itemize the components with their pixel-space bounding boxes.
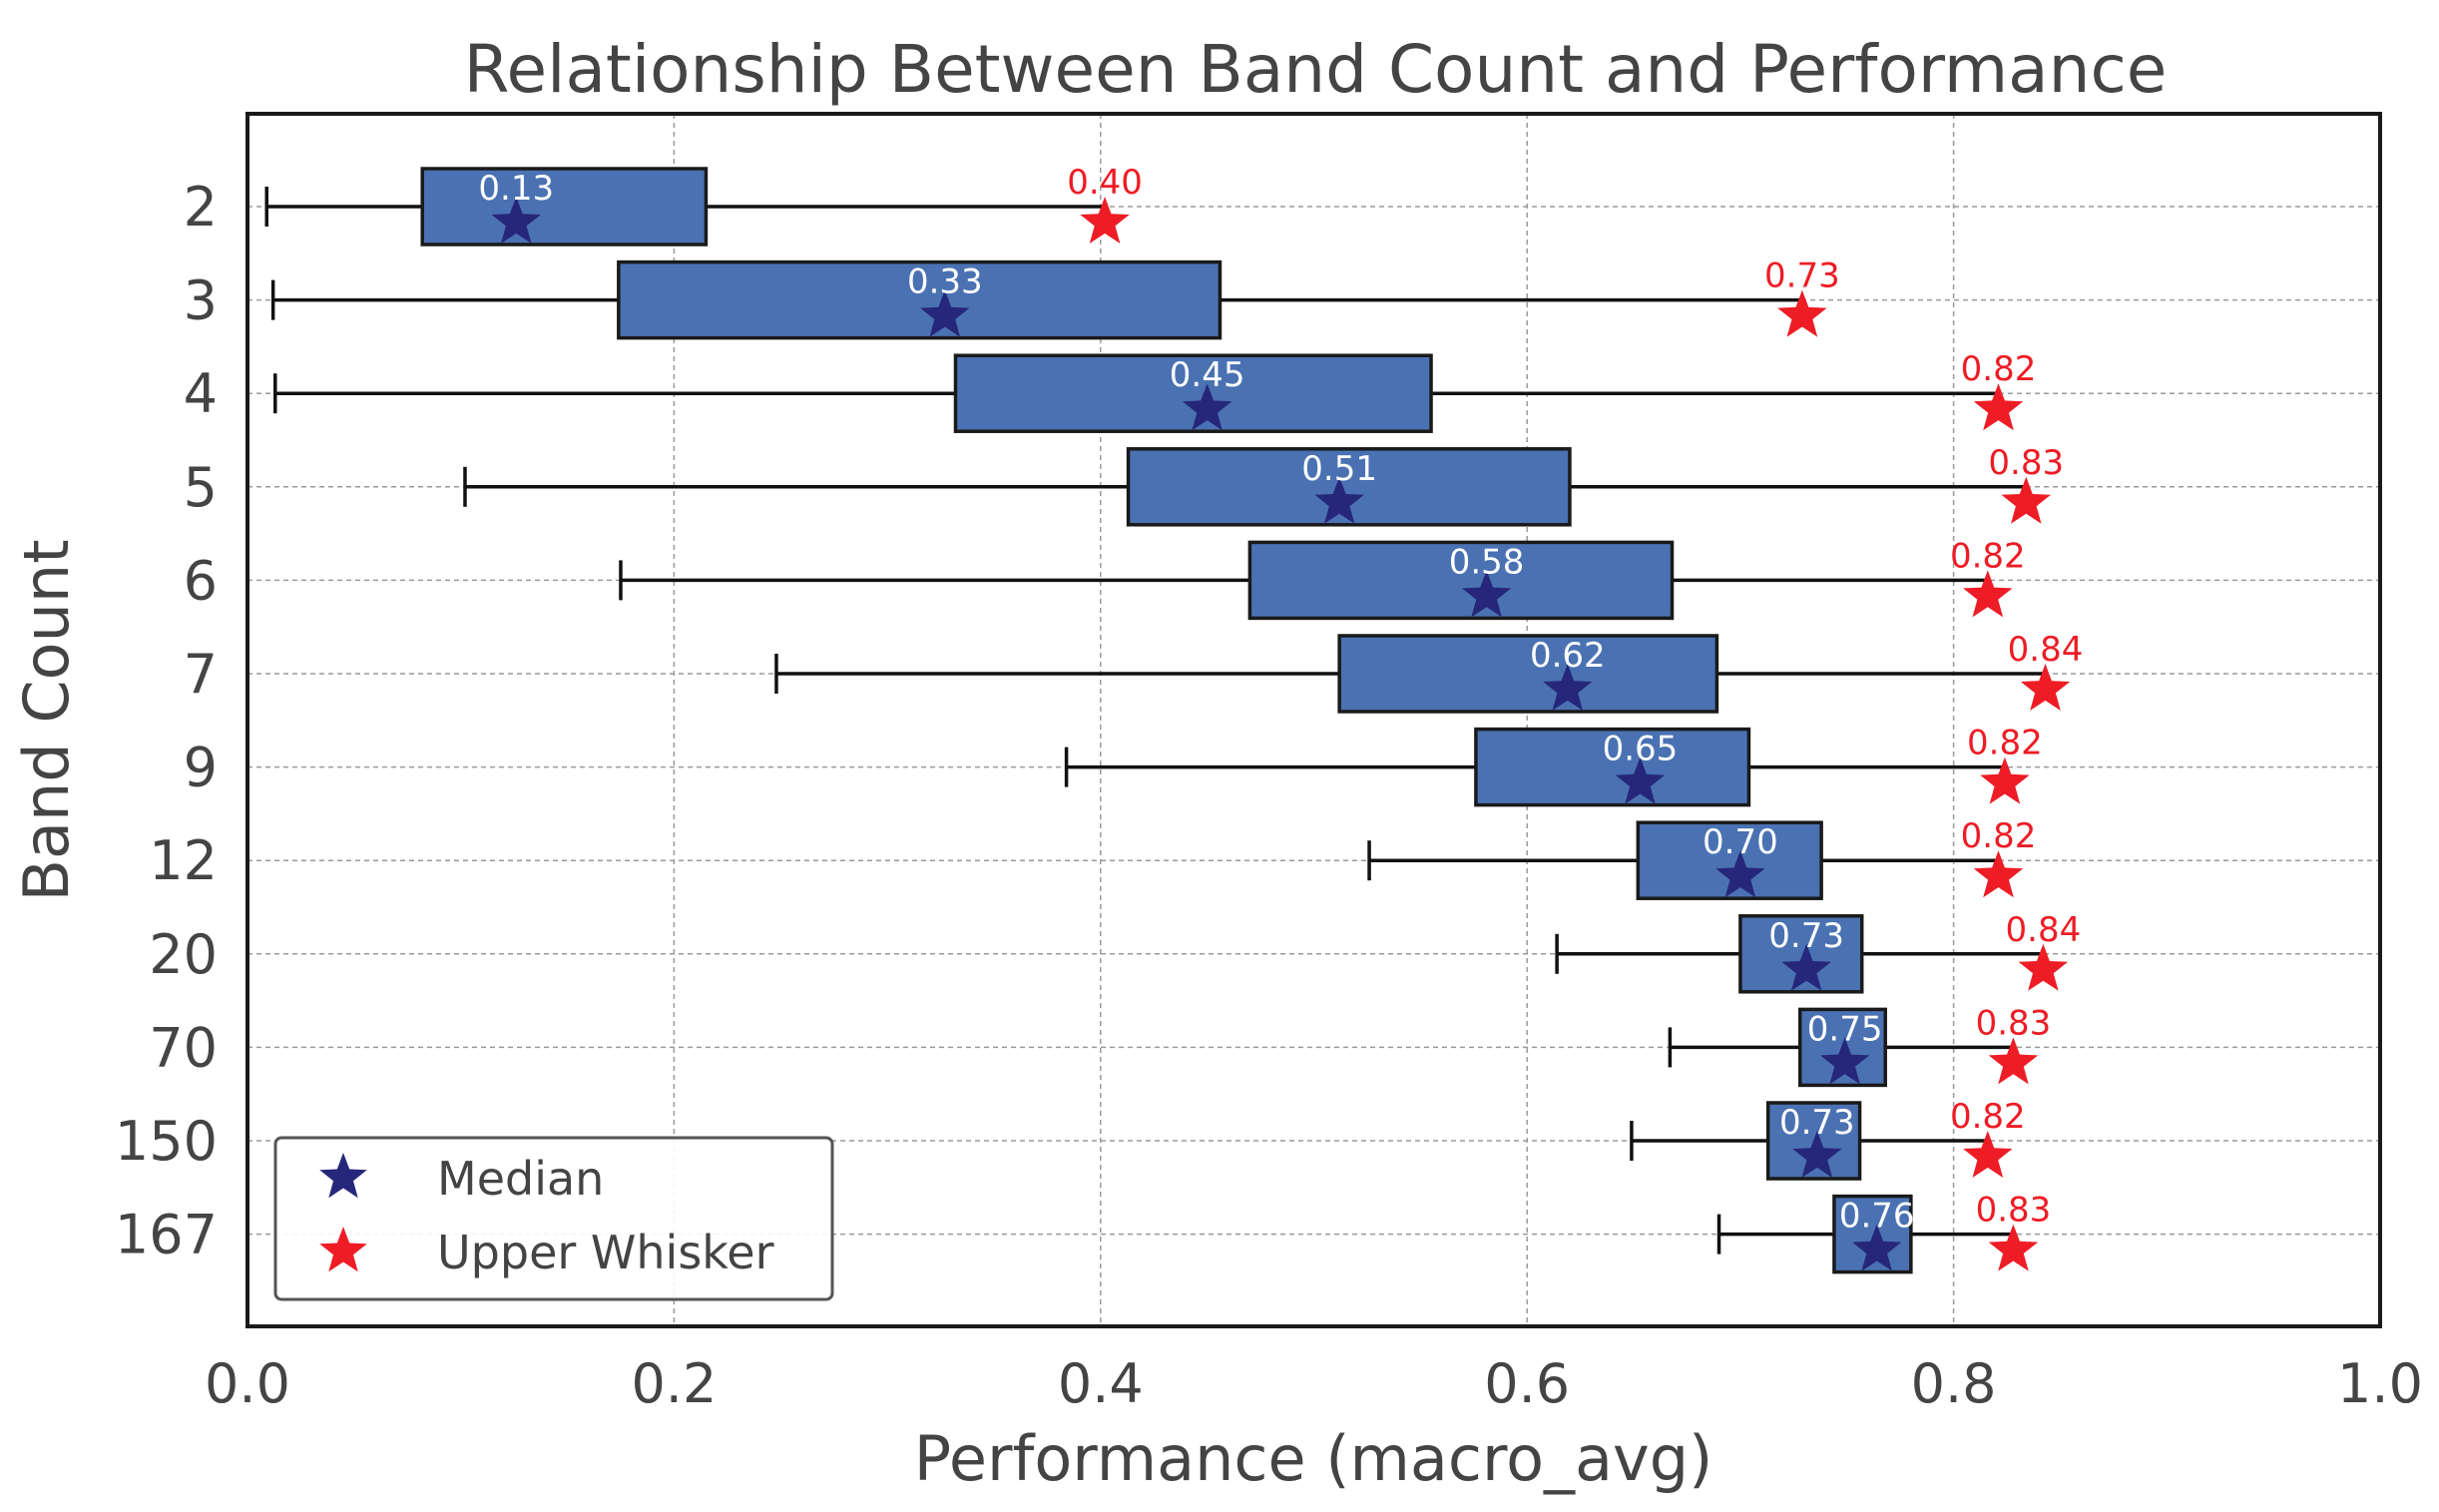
y-tick-label: 2 [184, 176, 218, 239]
y-tick-label: 20 [149, 923, 218, 986]
y-tick-label: 7 [184, 643, 218, 706]
upper-whisker-label: 0.82 [1961, 816, 2037, 856]
upper-whisker-star [1963, 1131, 2013, 1178]
box-group-band-3: 0.33 0.73 [270, 256, 1840, 340]
box-group-band-4: 0.45 0.82 [273, 349, 2037, 433]
box-group-band-2: 0.13 0.40 [264, 163, 1143, 247]
x-axis-label: Performance (macro_avg) [914, 1422, 1713, 1495]
box-group-band-150: 0.73 0.82 [1630, 1097, 2026, 1181]
upper-whisker-star [1963, 570, 2013, 618]
x-tick-label: 0.4 [1058, 1352, 1144, 1415]
upper-whisker-star [1988, 1037, 2039, 1085]
upper-whisker-label: 0.82 [1961, 349, 2037, 389]
median-star [1715, 850, 1765, 898]
y-tick-label: 6 [184, 549, 218, 612]
upper-whisker-star [2018, 943, 2069, 991]
y-axis-ticks: 2 3 4 5 6 7 9 12 20 70 150 167 [115, 176, 218, 1266]
y-tick-label: 3 [184, 269, 218, 332]
box-group-band-5: 0.51 0.83 [463, 443, 2064, 527]
legend-upper-label: Upper Whisker [437, 1226, 774, 1279]
median-star [1851, 1224, 1902, 1271]
plot-content: 0.13 0.40 0.33 0.73 0.45 0.82 0.51 0.83 0.58 0.82… [264, 163, 2084, 1274]
median-star [491, 197, 541, 244]
iqr-box [953, 353, 1433, 433]
upper-whisker-star [2001, 476, 2051, 524]
upper-whisker-star [1777, 289, 1827, 337]
median-label: 0.58 [1449, 542, 1525, 582]
x-tick-label: 0.8 [1911, 1352, 1997, 1415]
median-label: 0.73 [1768, 916, 1844, 956]
upper-whisker-star [1973, 850, 2024, 898]
upper-whisker-star [1973, 383, 2024, 431]
box-group-band-9: 0.65 0.82 [1064, 724, 2043, 807]
median-label: 0.75 [1807, 1009, 1883, 1049]
median-star [1182, 383, 1232, 431]
iqr-box [1247, 540, 1675, 621]
iqr-box [1337, 634, 1719, 714]
upper-whisker-star [2020, 664, 2071, 711]
legend-box [273, 1136, 834, 1301]
upper-whisker-label: 0.83 [1988, 443, 2064, 483]
median-label: 0.62 [1530, 636, 1606, 676]
upper-whisker-label: 0.73 [1764, 256, 1840, 296]
upper-whisker-label: 0.83 [1976, 1003, 2052, 1043]
y-tick-label: 12 [149, 829, 218, 892]
upper-whisker-label: 0.40 [1067, 163, 1143, 203]
y-tick-label: 167 [115, 1204, 218, 1266]
box-group-band-6: 0.58 0.82 [619, 536, 2026, 621]
legend-median-label: Median [437, 1152, 604, 1206]
box-group-band-70: 0.75 0.83 [1668, 1003, 2052, 1088]
median-label: 0.33 [907, 262, 983, 302]
upper-whisker-star [1988, 1224, 2039, 1271]
upper-whisker-star [1980, 756, 2030, 804]
y-tick-label: 4 [184, 362, 218, 425]
iqr-box [1474, 727, 1751, 807]
x-tick-label: 0.0 [205, 1352, 290, 1415]
y-tick-label: 70 [149, 1016, 218, 1079]
legend: Median Upper Whisker [273, 1136, 834, 1301]
plot-frame [245, 112, 2382, 1328]
y-axis-label: Band Count [10, 539, 83, 901]
x-axis-ticks: 0.0 0.2 0.4 0.6 0.8 1.0 [205, 1352, 2423, 1415]
median-label: 0.65 [1603, 730, 1679, 769]
median-label: 0.73 [1779, 1103, 1855, 1143]
x-tick-label: 0.2 [631, 1352, 717, 1415]
upper-whisker-star [1080, 197, 1130, 244]
median-label: 0.76 [1839, 1197, 1915, 1237]
box-group-band-167: 0.76 0.83 [1716, 1191, 2052, 1274]
median-label: 0.70 [1703, 822, 1778, 862]
median-label: 0.51 [1301, 449, 1377, 489]
box-group-band-7: 0.62 0.84 [774, 630, 2084, 714]
median-star [1615, 756, 1666, 804]
x-tick-label: 1.0 [2337, 1352, 2423, 1415]
legend-upper-star-icon [319, 1227, 367, 1272]
median-label: 0.13 [478, 169, 554, 209]
upper-whisker-label: 0.83 [1976, 1191, 2052, 1231]
median-star [1461, 570, 1512, 618]
box-group-band-20: 0.73 0.84 [1555, 910, 2082, 994]
upper-whisker-label: 0.82 [1950, 1097, 2026, 1137]
median-star [1314, 476, 1364, 524]
median-star [1819, 1037, 1870, 1085]
median-label: 0.45 [1170, 355, 1245, 395]
upper-whisker-label: 0.82 [1967, 724, 2043, 763]
x-tick-label: 0.6 [1484, 1352, 1570, 1415]
upper-whisker-label: 0.84 [2008, 630, 2084, 670]
y-tick-label: 9 [184, 737, 218, 799]
y-tick-label: 150 [115, 1110, 218, 1173]
iqr-box [420, 167, 709, 247]
median-star [1792, 1131, 1842, 1178]
median-star [1781, 943, 1831, 991]
median-star [1543, 664, 1593, 711]
median-star [920, 289, 970, 337]
upper-whisker-label: 0.84 [2006, 910, 2082, 950]
iqr-box [617, 259, 1222, 340]
chart-title: Relationship Between Band Count and Perf… [464, 31, 2168, 108]
box-group-band-12: 0.70 0.82 [1367, 816, 2037, 900]
legend-median-star-icon [319, 1153, 367, 1199]
y-tick-label: 5 [184, 456, 218, 519]
upper-whisker-label: 0.82 [1950, 536, 2026, 576]
